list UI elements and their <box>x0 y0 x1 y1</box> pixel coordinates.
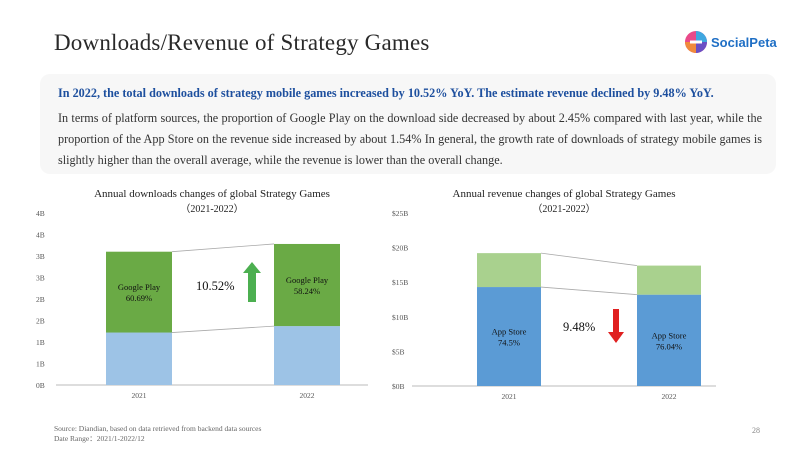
chart1-connector-mid <box>171 325 275 333</box>
chart2-title: Annual revenue changes of global Strateg… <box>453 188 676 200</box>
chart1-title: Annual downloads changes of global Strat… <box>94 188 330 200</box>
chart2-bar-label-value: 74.5% <box>498 338 520 348</box>
chart2-y-tick-label: $5B <box>392 347 405 356</box>
chart1-y-tick-label: 1B <box>36 360 45 369</box>
chart2-y-tick-label: $25B <box>392 209 408 218</box>
headline: In 2022, the total downloads of strategy… <box>58 86 714 100</box>
chart2-connector-top <box>540 252 638 266</box>
chart2-y-tick-label: $0B <box>392 382 405 391</box>
chart1-y-tick-label: 4B <box>36 231 45 240</box>
chart1-bar-2022-google-play <box>274 243 340 327</box>
source-note: Source: Diandian, based on data retrieve… <box>54 424 262 433</box>
chart2-y-tick-label: $15B <box>392 278 408 287</box>
chart2-down-arrow-icon <box>608 309 624 343</box>
chart2-subtitle: （2021-2022） <box>532 203 595 215</box>
chart2-x-tick-label: 2021 <box>502 392 517 401</box>
chart1-y-tick-label: 2B <box>36 317 45 326</box>
logo-text: SocialPeta <box>711 34 777 50</box>
page-title: Downloads/Revenue of Strategy Games <box>54 30 430 55</box>
body-text: In terms of platform sources, the propor… <box>58 111 762 167</box>
page-number: 28 <box>752 426 760 435</box>
chart2-y-tick-label: $10B <box>392 313 408 322</box>
chart2-bar-label-name: App Store <box>492 327 527 337</box>
chart1-y-tick-label: 0B <box>36 381 45 390</box>
chart1-change-label: 10.52% <box>196 279 235 293</box>
chart2-connector-mid <box>540 286 638 296</box>
chart1-y-tick-label: 3B <box>36 252 45 261</box>
chart2-y-tick-label: $20B <box>392 244 408 253</box>
chart1-y-tick-label: 1B <box>36 338 45 347</box>
date-range: Date Range：2021/1-2022/12 <box>54 434 145 443</box>
chart1-subtitle: （2021-2022） <box>180 203 243 215</box>
footer-source: Source: Diandian, based on data retrieve… <box>54 424 261 444</box>
chart2-bar-2021-other <box>477 253 541 288</box>
chart1-bar-label-name: Google Play <box>118 282 161 292</box>
brand-logo: SocialPeta <box>684 30 794 54</box>
chart2-bar-2021-app-store <box>477 287 541 386</box>
chart1-bar-2022-other <box>274 326 340 385</box>
chart2-bar-label-name: App Store <box>652 330 687 340</box>
chart1-y-tick-label: 3B <box>36 274 45 283</box>
chart1-x-tick-label: 2022 <box>300 391 315 400</box>
chart1-y-tick-label: 4B <box>36 209 45 218</box>
chart1-connector-top <box>171 243 275 253</box>
chart2-bar-label-value: 76.04% <box>656 341 682 351</box>
chart1-y-tick-label: 2B <box>36 295 45 304</box>
chart1-bar-2021-google-play <box>106 251 172 333</box>
chart1-up-arrow-icon <box>243 262 261 302</box>
chart1-bar-2021-other <box>106 332 172 385</box>
chart2-x-tick-label: 2022 <box>662 392 677 401</box>
logo-icon <box>685 31 707 53</box>
chart2-bar-2022-app-store <box>637 294 701 386</box>
summary-card <box>40 74 776 174</box>
chart2-change-label: 9.48% <box>563 320 595 334</box>
chart1-bar-label-value: 58.24% <box>294 286 320 296</box>
chart1-x-tick-label: 2021 <box>132 391 147 400</box>
chart1-bar-label-value: 60.69% <box>126 293 152 303</box>
chart1-bar-label-name: Google Play <box>286 275 329 285</box>
chart2-bar-2022-other <box>637 265 701 295</box>
